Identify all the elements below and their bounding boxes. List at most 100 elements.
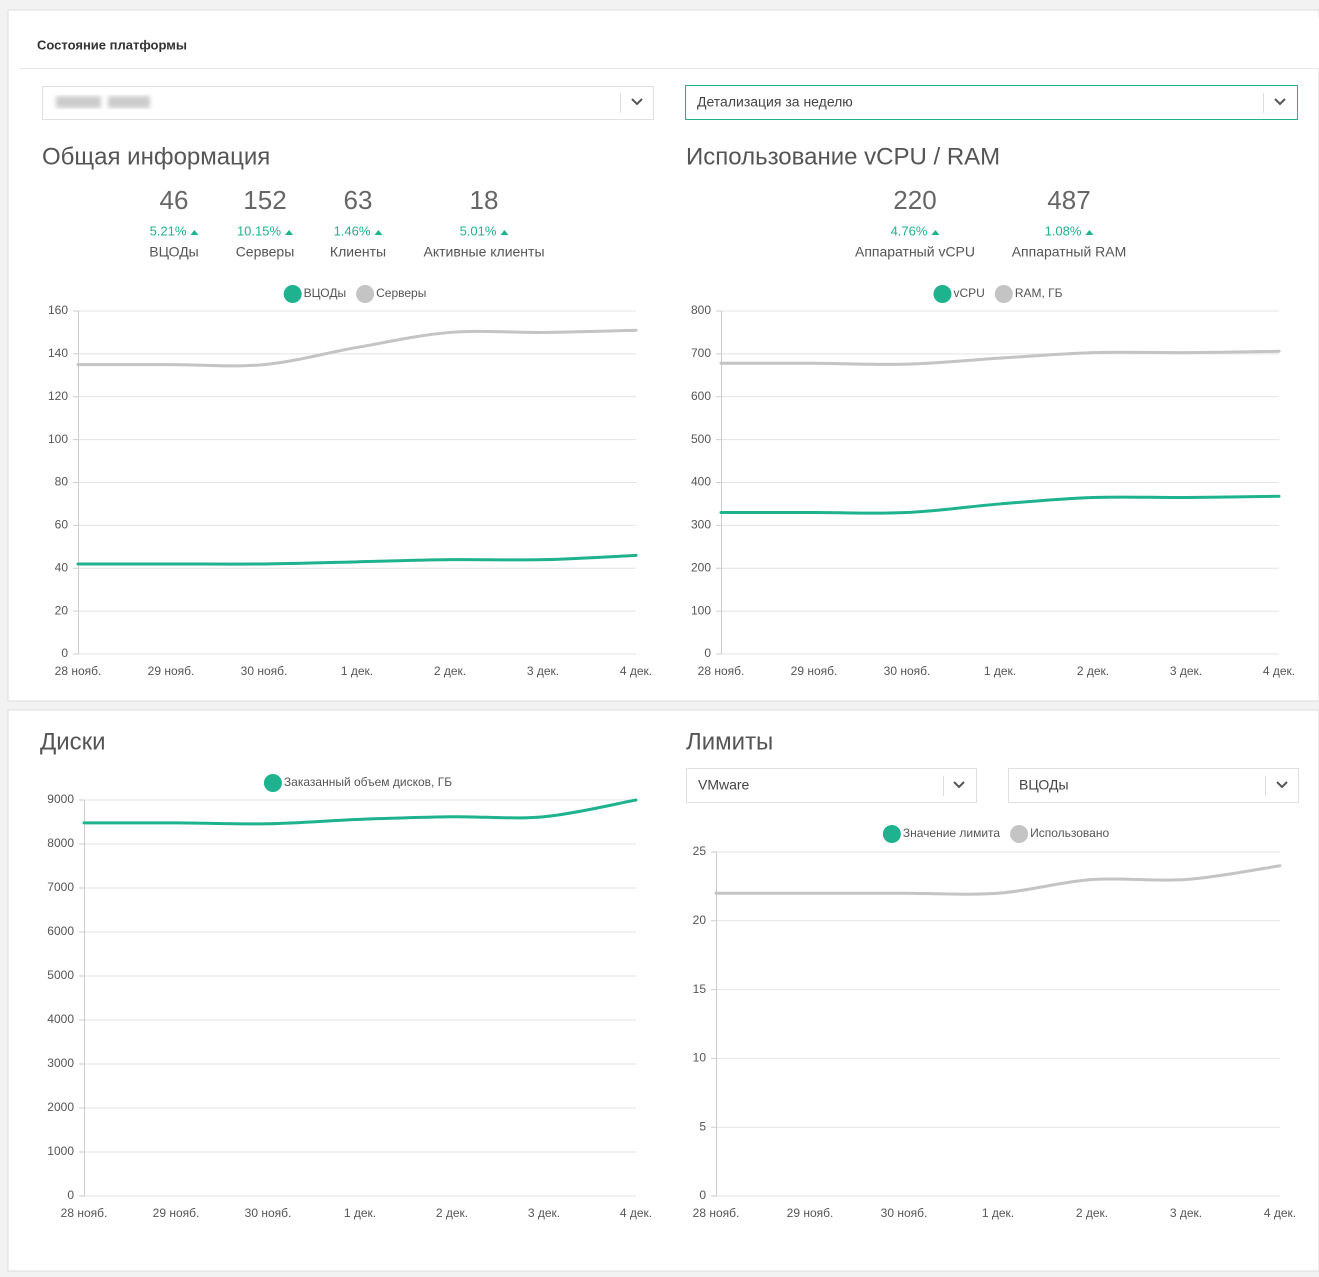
series-line <box>82 798 638 826</box>
x-tick-label: 4 дек. <box>1263 664 1295 678</box>
select-value: VMware <box>698 777 750 793</box>
legend-label: vCPU <box>953 286 984 300</box>
chevron <box>1274 98 1286 106</box>
stat-label: ВЦОДы <box>149 244 199 260</box>
stat-label: Аппаратный RAM <box>1012 244 1127 260</box>
y-tick-label: 800 <box>691 303 711 317</box>
stat-value: 46 <box>160 185 189 215</box>
y-tick-label: 0 <box>67 1188 74 1202</box>
chevron <box>631 98 643 106</box>
series-line <box>714 864 1282 896</box>
y-tick-label: 100 <box>691 603 711 617</box>
y-tick-label: 0 <box>704 646 711 660</box>
trend-up <box>500 230 509 235</box>
y-tick-label: 0 <box>61 646 68 660</box>
y-tick-label: 0 <box>699 1188 706 1202</box>
y-tick-label: 2000 <box>47 1100 74 1114</box>
stat-value: 220 <box>893 185 936 215</box>
blurred-value <box>56 96 150 108</box>
select-value: ВЦОДы <box>1019 777 1069 793</box>
platform-select[interactable]: VMware <box>686 768 977 803</box>
trend-up <box>931 230 940 235</box>
y-tick-label: 20 <box>55 603 69 617</box>
stat-value: 487 <box>1047 185 1090 215</box>
trend-up <box>374 230 383 235</box>
chart-title: Диски <box>40 728 106 755</box>
stat-change: 4.76% <box>891 223 928 238</box>
y-tick-label: 300 <box>691 518 711 532</box>
x-tick-label: 28 нояб. <box>693 1206 740 1220</box>
stat-label: Аппаратный vCPU <box>855 244 975 260</box>
y-tick-label: 9000 <box>47 792 74 806</box>
stat-label: Активные клиенты <box>423 244 544 260</box>
x-tick-label: 4 дек. <box>620 664 652 678</box>
x-tick-label: 4 дек. <box>620 1206 652 1220</box>
select-box[interactable] <box>685 85 1298 120</box>
y-tick-label: 15 <box>693 982 707 996</box>
x-tick-label: 30 нояб. <box>241 664 288 678</box>
y-tick-label: 5000 <box>47 968 74 982</box>
x-tick-label: 29 нояб. <box>148 664 195 678</box>
legend-swatch <box>1010 825 1029 843</box>
period-select[interactable]: Детализация за неделю <box>685 85 1298 120</box>
x-tick-label: 28 нояб. <box>55 664 102 678</box>
x-tick-label: 1 дек. <box>984 664 1016 678</box>
select-box[interactable] <box>1008 768 1299 803</box>
platform-panel <box>7 9 1319 702</box>
x-tick-label: 2 дек. <box>1077 664 1109 678</box>
stat-change: 5.01% <box>460 223 497 238</box>
stat-value: 63 <box>344 185 373 215</box>
legend-label: Заказанный объем дисков, ГБ <box>284 775 452 789</box>
y-tick-label: 6000 <box>47 924 74 938</box>
x-tick-label: 2 дек. <box>434 664 466 678</box>
legend-label: Серверы <box>376 286 426 300</box>
stat-label: Клиенты <box>330 244 386 260</box>
y-tick-label: 8000 <box>47 836 74 850</box>
select-box[interactable] <box>686 768 977 803</box>
y-tick-label: 1000 <box>47 1144 74 1158</box>
x-tick-label: 29 нояб. <box>787 1206 834 1220</box>
x-tick-label: 28 нояб. <box>698 664 745 678</box>
y-tick-label: 5 <box>699 1119 706 1133</box>
x-tick-label: 1 дек. <box>982 1206 1014 1220</box>
x-tick-label: 1 дек. <box>344 1206 376 1220</box>
x-tick-label: 29 нояб. <box>791 664 838 678</box>
stat-change: 5.21% <box>150 223 187 238</box>
x-tick-label: 30 нояб. <box>881 1206 928 1220</box>
chart-title: Лимиты <box>686 728 773 755</box>
series-line <box>76 328 638 368</box>
y-tick-label: 140 <box>48 346 68 360</box>
y-tick-label: 20 <box>693 913 707 927</box>
x-tick-label: 29 нояб. <box>153 1206 200 1220</box>
trend-up <box>285 230 294 235</box>
y-tick-label: 200 <box>691 560 711 574</box>
object-select[interactable] <box>42 86 654 120</box>
y-tick-label: 600 <box>691 389 711 403</box>
trend-up <box>190 230 199 235</box>
legend: ВЦОДы Серверы <box>283 285 426 303</box>
panel-header <box>20 18 1319 68</box>
panel-title: Состояние платформы <box>37 37 187 52</box>
x-tick-label: 4 дек. <box>1264 1206 1296 1220</box>
series-line <box>76 553 638 566</box>
y-tick-label: 500 <box>691 432 711 446</box>
legend-label: Использовано <box>1030 826 1109 840</box>
resources-panel <box>7 709 1319 1272</box>
y-tick-label: 10 <box>693 1051 707 1065</box>
stat-value: 18 <box>470 185 499 215</box>
y-tick-label: 60 <box>55 518 69 532</box>
y-tick-label: 25 <box>693 844 707 858</box>
chevron <box>1276 781 1288 789</box>
x-tick-label: 30 нояб. <box>245 1206 292 1220</box>
legend-swatch <box>283 285 302 303</box>
y-tick-label: 120 <box>48 389 68 403</box>
legend-swatch <box>263 774 282 792</box>
y-tick-label: 4000 <box>47 1012 74 1026</box>
legend: vCPU RAM, ГБ <box>933 285 1063 303</box>
series-line <box>719 349 1281 366</box>
resource-select[interactable]: ВЦОДы <box>1008 768 1299 803</box>
x-tick-label: 3 дек. <box>527 664 559 678</box>
legend-swatch <box>933 285 952 303</box>
